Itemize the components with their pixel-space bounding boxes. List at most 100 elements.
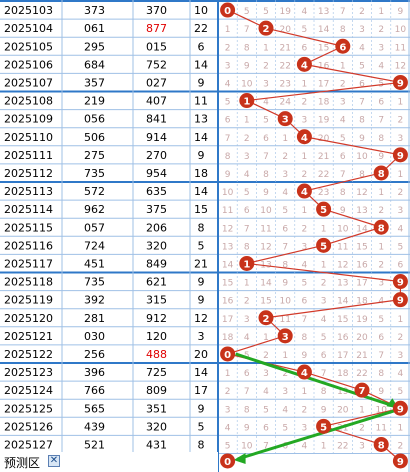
omission-cell: 11: [337, 242, 348, 252]
number-ball-label: 2: [263, 24, 270, 35]
omission-cell: 5: [263, 7, 269, 17]
number-a-cell: 439: [84, 420, 105, 433]
number-a-cell: 057: [84, 221, 105, 234]
omission-cell: 22: [337, 441, 348, 451]
omission-cell: 21: [318, 152, 329, 162]
omission-cell: 2: [263, 351, 269, 361]
omission-cell: 5: [398, 387, 404, 397]
period-cell: 2025112: [4, 167, 53, 180]
omission-cell: 1: [302, 79, 308, 89]
omission-cell: 2: [398, 333, 404, 343]
number-ball: [239, 93, 255, 109]
number-ball: [296, 56, 312, 72]
omission-cell: 17: [356, 279, 367, 289]
period-cell: 2025125: [4, 402, 53, 415]
omission-cell: 4: [282, 188, 288, 198]
trend-line: [246, 262, 401, 283]
omission-cell: 1: [302, 152, 308, 162]
omission-cell: 8: [378, 134, 384, 144]
omission-cell: 6: [225, 116, 231, 126]
number-a-cell: 565: [84, 402, 105, 415]
omission-cell: 20: [337, 405, 349, 415]
omission-cell: 19: [356, 315, 368, 325]
omission-cell: 6: [282, 441, 288, 451]
omission-cell: 4: [263, 387, 269, 397]
number-ball: [277, 111, 293, 127]
omission-cell: 9: [244, 423, 250, 433]
omission-cell: 6: [378, 333, 384, 343]
number-b-cell: 752: [146, 58, 167, 71]
omission-cell: 1: [302, 206, 308, 216]
omission-cell: 15: [318, 43, 329, 53]
number-b-cell: 027: [146, 76, 167, 89]
number-b-cell: 914: [146, 131, 167, 144]
omission-cell: 3: [359, 441, 365, 451]
sum-cell: 9: [198, 402, 205, 415]
period-cell: 2025107: [4, 76, 53, 89]
omission-cell: 1: [282, 134, 288, 144]
number-ball-label: 4: [301, 133, 308, 144]
omission-cell: 11: [260, 224, 271, 234]
sum-cell: 5: [198, 420, 205, 433]
omission-cell: 4: [282, 405, 288, 415]
number-ball: [335, 38, 351, 54]
omission-cell: 8: [340, 188, 346, 198]
omission-cell: 1: [321, 260, 327, 270]
number-b-cell: 877: [146, 22, 167, 35]
sum-cell: 12: [194, 312, 208, 325]
omission-cell: 2: [340, 79, 346, 89]
omission-cell: 1: [378, 7, 384, 17]
omission-cell: 22: [318, 170, 329, 180]
omission-cell: 3: [263, 79, 269, 89]
omission-cell: 7: [359, 98, 365, 108]
number-ball-label: 8: [378, 223, 385, 234]
sum-cell: 14: [194, 58, 208, 71]
number-ball-label: 8: [378, 169, 385, 180]
omission-cell: 8: [244, 43, 250, 53]
number-ball: [277, 328, 293, 344]
omission-cell: 1: [225, 369, 231, 379]
number-ball: [296, 364, 312, 380]
omission-cell: 2: [378, 260, 384, 270]
omission-cell: 8: [244, 405, 250, 415]
omission-cell: 3: [378, 43, 384, 53]
omission-cell: 3: [282, 170, 288, 180]
omission-cell: 6: [321, 351, 327, 361]
omission-cell: 6: [340, 152, 346, 162]
omission-cell: 17: [222, 315, 233, 325]
omission-cell: 8: [321, 387, 327, 397]
omission-cell: 1: [225, 25, 231, 35]
omission-cell: 1: [340, 61, 346, 71]
number-a-cell: 521: [84, 438, 105, 451]
omission-cell: 9: [321, 405, 327, 415]
sum-cell: 18: [194, 167, 208, 180]
sum-cell: 8: [198, 221, 205, 234]
omission-cell: 9: [263, 188, 269, 198]
close-icon[interactable]: ✕: [48, 455, 60, 467]
omission-cell: 8: [282, 260, 288, 270]
omission-cell: 10: [241, 79, 253, 89]
omission-cell: 13: [356, 206, 367, 216]
omission-cell: 12: [260, 242, 271, 252]
omission-cell: 3: [340, 98, 346, 108]
omission-cell: 15: [260, 297, 271, 307]
omission-cell: 21: [279, 43, 290, 53]
trend-line: [227, 335, 286, 355]
omission-cell: 7: [263, 441, 269, 451]
omission-cell: 2: [359, 7, 365, 17]
period-cell: 2025123: [4, 366, 53, 379]
period-cell: 2025103: [4, 4, 53, 17]
number-ball: [392, 74, 408, 90]
omission-cell: 7: [263, 152, 269, 162]
number-ball: [373, 165, 389, 181]
number-b-cell: 120: [146, 330, 167, 343]
number-ball-label: 9: [397, 151, 404, 162]
trend-line: [304, 63, 401, 84]
omission-cell: 5: [398, 242, 404, 252]
omission-cell: 24: [279, 98, 291, 108]
number-a-cell: 030: [84, 330, 105, 343]
omission-cell: 2: [359, 423, 365, 433]
number-ball: [392, 274, 408, 290]
omission-cell: 4: [225, 79, 231, 89]
period-cell: 2025104: [4, 22, 53, 35]
